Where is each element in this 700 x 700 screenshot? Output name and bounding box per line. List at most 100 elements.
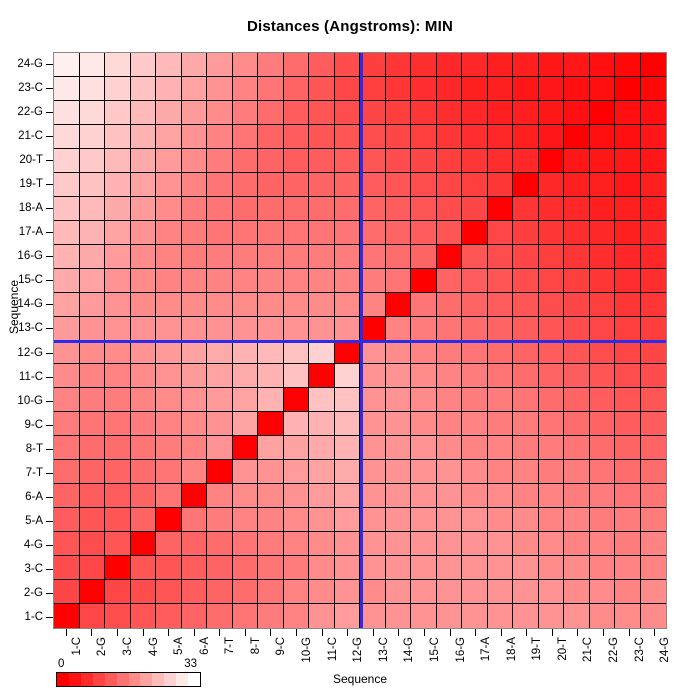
heatmap-cell[interactable]	[513, 100, 539, 125]
heatmap-cell[interactable]	[283, 124, 309, 149]
heatmap-cell[interactable]	[156, 124, 182, 149]
heatmap-cell[interactable]	[181, 604, 207, 628]
heatmap-cell[interactable]	[309, 364, 335, 389]
heatmap-cell[interactable]	[181, 53, 207, 77]
heatmap-cell[interactable]	[538, 556, 564, 581]
heatmap-cell[interactable]	[436, 196, 462, 221]
heatmap-cell[interactable]	[589, 316, 615, 341]
heatmap-cell[interactable]	[513, 172, 539, 197]
heatmap-cell[interactable]	[564, 100, 590, 125]
heatmap-cell[interactable]	[130, 412, 156, 437]
heatmap-cell[interactable]	[385, 124, 411, 149]
heatmap-cell[interactable]	[334, 484, 360, 509]
heatmap-cell[interactable]	[130, 580, 156, 605]
heatmap-cell[interactable]	[79, 604, 105, 628]
heatmap-cell[interactable]	[487, 508, 513, 533]
heatmap-cell[interactable]	[487, 148, 513, 173]
heatmap-cell[interactable]	[79, 532, 105, 557]
heatmap-cell[interactable]	[79, 76, 105, 101]
heatmap-cell[interactable]	[283, 244, 309, 269]
heatmap-grid[interactable]	[54, 53, 666, 628]
heatmap-cell[interactable]	[640, 316, 666, 341]
heatmap-cell[interactable]	[130, 388, 156, 413]
heatmap-cell[interactable]	[156, 364, 182, 389]
heatmap-cell[interactable]	[334, 316, 360, 341]
heatmap-cell[interactable]	[513, 364, 539, 389]
heatmap-cell[interactable]	[538, 484, 564, 509]
heatmap-cell[interactable]	[156, 268, 182, 293]
heatmap-cell[interactable]	[615, 76, 641, 101]
heatmap-cell[interactable]	[130, 604, 156, 628]
heatmap-cell[interactable]	[385, 268, 411, 293]
heatmap-cell[interactable]	[105, 100, 131, 125]
heatmap-cell[interactable]	[334, 604, 360, 628]
heatmap-cell[interactable]	[207, 340, 233, 365]
heatmap-cell[interactable]	[232, 604, 258, 628]
heatmap-cell[interactable]	[589, 220, 615, 245]
heatmap-cell[interactable]	[589, 364, 615, 389]
heatmap-cell[interactable]	[564, 436, 590, 461]
heatmap-cell[interactable]	[462, 580, 488, 605]
heatmap-cell[interactable]	[54, 53, 80, 77]
heatmap-cell[interactable]	[130, 220, 156, 245]
heatmap-cell[interactable]	[79, 484, 105, 509]
heatmap-cell[interactable]	[462, 292, 488, 317]
heatmap-cell[interactable]	[360, 364, 386, 389]
heatmap-cell[interactable]	[207, 172, 233, 197]
heatmap-cell[interactable]	[411, 316, 437, 341]
heatmap-cell[interactable]	[79, 124, 105, 149]
heatmap-cell[interactable]	[640, 388, 666, 413]
heatmap-cell[interactable]	[105, 148, 131, 173]
heatmap-cell[interactable]	[258, 124, 284, 149]
heatmap-cell[interactable]	[105, 268, 131, 293]
heatmap-cell[interactable]	[309, 388, 335, 413]
heatmap-cell[interactable]	[232, 76, 258, 101]
heatmap-cell[interactable]	[360, 292, 386, 317]
heatmap-cell[interactable]	[360, 220, 386, 245]
heatmap-cell[interactable]	[513, 436, 539, 461]
heatmap-cell[interactable]	[513, 268, 539, 293]
heatmap-cell[interactable]	[462, 604, 488, 628]
heatmap-cell[interactable]	[232, 244, 258, 269]
heatmap-cell[interactable]	[258, 340, 284, 365]
heatmap-cell[interactable]	[538, 340, 564, 365]
heatmap-cell[interactable]	[462, 268, 488, 293]
heatmap-cell[interactable]	[385, 340, 411, 365]
heatmap-cell[interactable]	[589, 124, 615, 149]
heatmap-cell[interactable]	[232, 436, 258, 461]
heatmap-cell[interactable]	[258, 460, 284, 485]
heatmap-cell[interactable]	[181, 76, 207, 101]
heatmap-cell[interactable]	[436, 76, 462, 101]
heatmap-cell[interactable]	[54, 220, 80, 245]
heatmap-cell[interactable]	[589, 436, 615, 461]
heatmap-cell[interactable]	[232, 220, 258, 245]
heatmap-cell[interactable]	[615, 53, 641, 77]
heatmap-cell[interactable]	[360, 532, 386, 557]
heatmap-cell[interactable]	[640, 292, 666, 317]
heatmap-cell[interactable]	[640, 556, 666, 581]
heatmap-cell[interactable]	[411, 244, 437, 269]
heatmap-cell[interactable]	[309, 196, 335, 221]
heatmap-cell[interactable]	[589, 532, 615, 557]
heatmap-cell[interactable]	[538, 508, 564, 533]
heatmap-cell[interactable]	[589, 388, 615, 413]
heatmap-cell[interactable]	[207, 508, 233, 533]
heatmap-cell[interactable]	[411, 172, 437, 197]
heatmap-cell[interactable]	[283, 532, 309, 557]
heatmap-cell[interactable]	[513, 244, 539, 269]
heatmap-cell[interactable]	[564, 388, 590, 413]
heatmap-cell[interactable]	[232, 484, 258, 509]
heatmap-cell[interactable]	[462, 244, 488, 269]
heatmap-cell[interactable]	[258, 556, 284, 581]
heatmap-cell[interactable]	[513, 76, 539, 101]
heatmap-cell[interactable]	[513, 340, 539, 365]
heatmap-cell[interactable]	[436, 53, 462, 77]
heatmap-cell[interactable]	[589, 292, 615, 317]
heatmap-cell[interactable]	[79, 556, 105, 581]
heatmap-cell[interactable]	[309, 604, 335, 628]
heatmap-cell[interactable]	[54, 268, 80, 293]
heatmap-cell[interactable]	[462, 196, 488, 221]
heatmap-cell[interactable]	[130, 148, 156, 173]
heatmap-cell[interactable]	[334, 268, 360, 293]
heatmap-cell[interactable]	[156, 100, 182, 125]
